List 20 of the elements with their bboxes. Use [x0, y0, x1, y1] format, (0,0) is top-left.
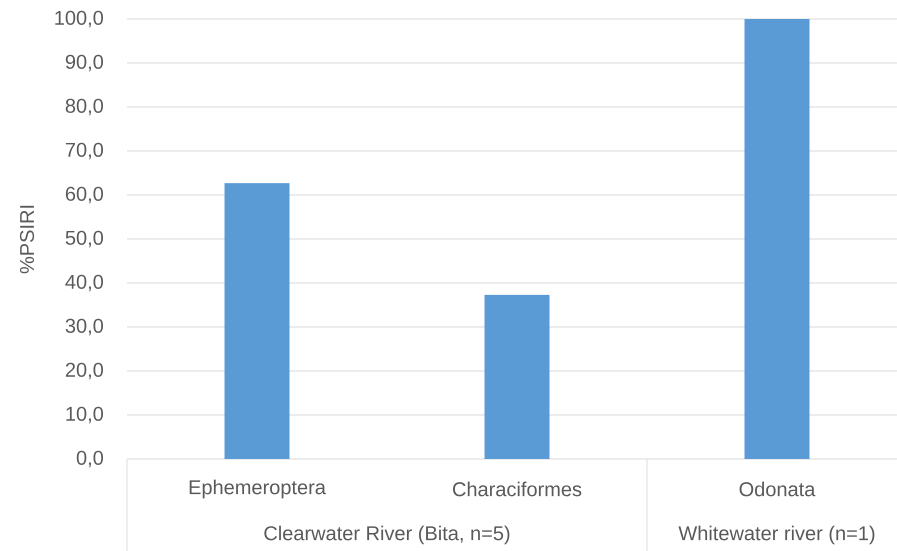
y-tick-label: 50,0 — [66, 230, 104, 248]
text: Clearwater River (Bita, n=5) — [264, 526, 510, 544]
bar — [484, 294, 550, 459]
y-tick-label: 100,0 — [55, 10, 104, 28]
y-tick-label: 70,0 — [66, 142, 104, 160]
y-tick-label: 30,0 — [66, 318, 104, 336]
y-tick-label: 40,0 — [65, 274, 104, 292]
x-tick-label: Odonata — [740, 482, 816, 496]
bar — [744, 18, 810, 459]
x-tick-label: Ephemeroptera — [190, 480, 326, 498]
y-tick-label: 90,0 — [66, 54, 104, 72]
y-axis-title: %PSIRI — [20, 206, 34, 274]
x-tick-label: Characiformes — [453, 482, 582, 496]
y-tick-label: 10,0 — [66, 406, 104, 424]
y-tick-label: 20,0 — [66, 362, 104, 380]
text: Whitewater river (n=1) — [678, 526, 874, 544]
y-tick-label: 60,0 — [66, 186, 104, 204]
y-tick-label: 0,0 — [76, 450, 104, 468]
y-tick-label: 80,0 — [66, 98, 104, 116]
bar — [224, 183, 290, 459]
